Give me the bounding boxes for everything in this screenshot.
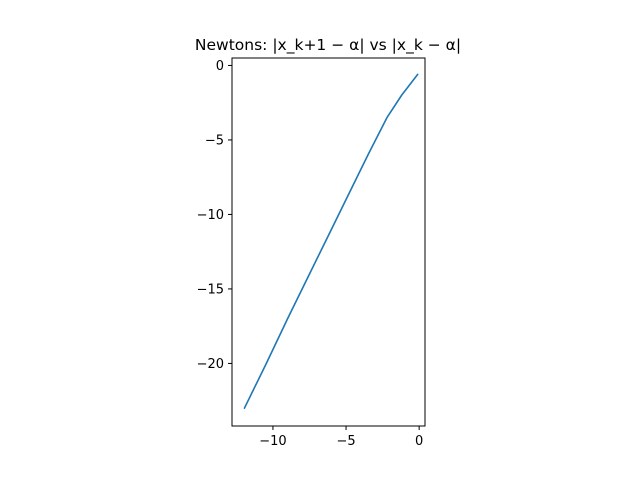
x-tick-label: −10: [259, 434, 286, 449]
y-axis: 0 −5 −10 −15 −20: [197, 59, 232, 372]
y-tick-label: 0: [216, 59, 224, 74]
y-tick-label: −5: [205, 133, 224, 148]
series-layer: [243, 73, 419, 409]
plot-frame: [231, 57, 426, 427]
x-tick-label: −5: [336, 434, 355, 449]
chart-title: Newtons: |x_k+1 − α| vs |x_k − α|: [195, 36, 461, 55]
x-tick-label: 0: [415, 434, 423, 449]
y-tick-label: −10: [197, 208, 224, 223]
y-tick-label: −15: [197, 282, 224, 297]
y-tick-label: −20: [197, 357, 224, 372]
x-axis: −10 −5 0: [259, 426, 423, 449]
series-line-1: [243, 73, 419, 409]
